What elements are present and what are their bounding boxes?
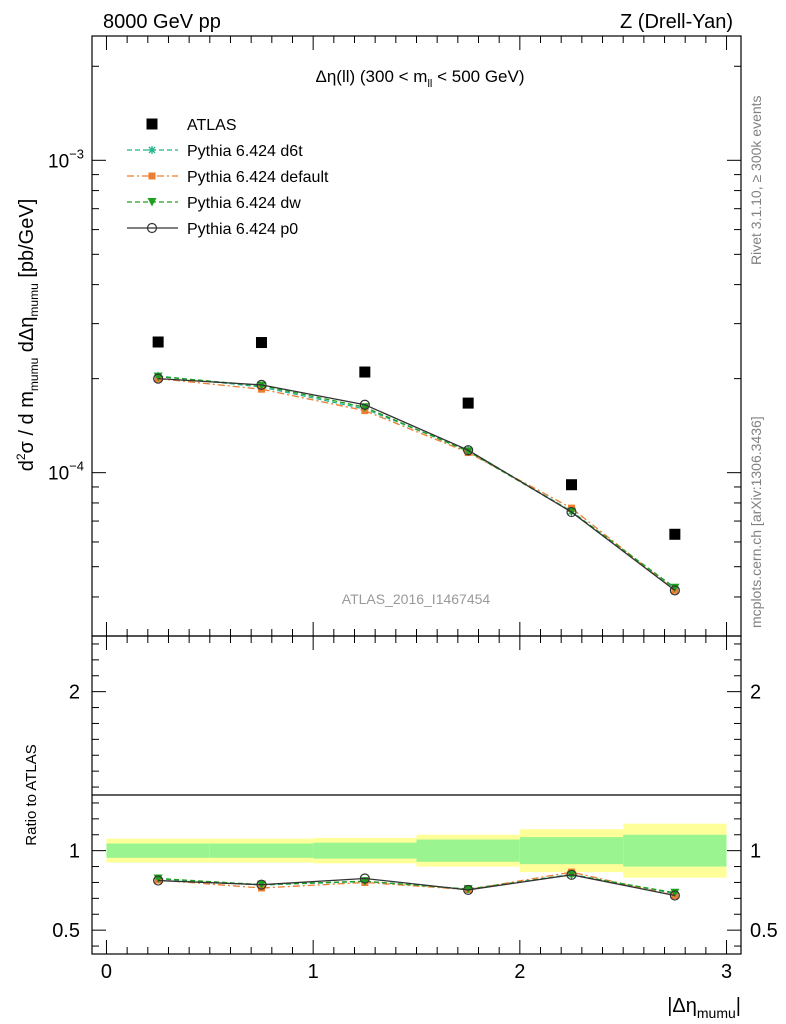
band-stat (416, 839, 520, 862)
main-ylabel: d2σ / d mmumu dΔηmumu [pb/GeV] (14, 199, 41, 472)
data-point (463, 445, 474, 456)
xtick-label: 2 (514, 961, 525, 983)
ratio-bands (106, 823, 727, 878)
series-pythia-6-424-d6t (154, 371, 679, 593)
data-point (256, 379, 267, 390)
ratio-point (670, 888, 680, 898)
legend-marker (146, 118, 158, 130)
ratio-ytick-label: 0.5 (52, 920, 80, 942)
band-stat (623, 834, 727, 867)
main-ylabel-text: d2σ / d mmumu dΔηmumu [pb/GeV] (14, 199, 41, 472)
data-point (153, 373, 164, 384)
chart-title: Δη(ll) (300 < mll < 500 GeV) (315, 67, 524, 90)
mcplots-label: mcplots.cern.ch [arXiv:1306.3436] (748, 416, 764, 628)
ratio-point (359, 873, 370, 884)
legend-label: Pythia 6.424 d6t (187, 143, 303, 160)
ratio-series (153, 868, 680, 901)
ratio-point (463, 884, 474, 896)
ratio-series-pythia-6-424-p0 (153, 869, 680, 901)
rivet-text: Rivet 3.1.10, ≥ 300k events (748, 95, 764, 265)
main-series (152, 336, 681, 596)
ratio-line (158, 871, 676, 897)
ratio-point (566, 869, 577, 880)
ratio-line (158, 874, 675, 897)
data-point (566, 479, 578, 491)
xtick-label: 3 (721, 961, 732, 983)
ratio-panel: 0.5 0.5 1 1 2 2 0 1 2 3 Ratio to ATLAS |Δηmumu| (23, 635, 778, 1021)
header-channel: Z (Drell-Yan) (620, 11, 733, 33)
header-process: 8000 GeV pp (103, 11, 221, 33)
ratio-ytick-label-right: 1 (750, 841, 761, 863)
xtick-label: 1 (308, 961, 319, 983)
ratio-point (256, 879, 267, 890)
ratio-axis-ticks: 0.5 0.5 1 1 2 2 0 1 2 3 (52, 636, 778, 983)
band-stat (519, 837, 624, 865)
band-stat (313, 842, 417, 859)
legend-entry: ATLAS (146, 117, 237, 134)
data-point (359, 366, 371, 378)
analysis-watermark: ATLAS_2016_I1467454 (342, 591, 491, 607)
legend-marker (148, 146, 156, 154)
series-line (158, 377, 676, 591)
legend-entry: Pythia 6.424 p0 (127, 221, 298, 238)
ratio-point (669, 890, 680, 901)
main-ytick-label: 10−4 (48, 459, 84, 485)
band-stat (209, 843, 314, 858)
legend-entry: Pythia 6.424 d6t (127, 143, 303, 160)
ratio-ylabel: Ratio to ATLAS (23, 744, 40, 845)
legend-label: ATLAS (187, 117, 237, 134)
ratio-point (153, 875, 164, 886)
data-point (462, 397, 474, 409)
ratio-ytick-label: 2 (69, 682, 80, 704)
rivet-label: Rivet 3.1.10, ≥ 300k events (748, 95, 764, 265)
legend-entry: Pythia 6.424 dw (127, 195, 301, 212)
series-line (158, 375, 676, 589)
series-line (158, 375, 676, 590)
band-stat (106, 843, 210, 858)
legend-label: Pythia 6.424 p0 (187, 221, 298, 238)
ratio-ytick-label-right: 0.5 (750, 920, 778, 942)
series-atlas (152, 336, 681, 540)
xtick-label: 0 (101, 961, 112, 983)
legend-marker (147, 198, 157, 207)
legend-entry: Pythia 6.424 default (127, 169, 329, 186)
ratio-ytick-label-right: 2 (750, 682, 761, 704)
series-pythia-6-424-dw (153, 372, 680, 593)
series-pythia-6-424-p0 (153, 373, 680, 596)
data-point (256, 381, 266, 391)
legend-marker (146, 222, 158, 234)
legend-label: Pythia 6.424 default (187, 169, 329, 186)
ratio-ylabel-text: Ratio to ATLAS (23, 744, 40, 845)
legend-marker (148, 172, 156, 180)
data-point (152, 336, 164, 348)
main-axis-ticks: 10−3 10−4 (48, 36, 741, 637)
data-point (359, 399, 370, 410)
legend: ATLAS Pythia 6.424 d6t Pythia 6.424 defaul… (127, 117, 329, 238)
data-point (669, 528, 681, 540)
ratio-ytick-label: 1 (69, 841, 80, 863)
data-point (669, 585, 680, 596)
legend-label: Pythia 6.424 dw (187, 195, 301, 212)
mcplots-text: mcplots.cern.ch [arXiv:1306.3436] (748, 416, 764, 628)
series-line (158, 377, 676, 591)
x-axis-label: |Δηmumu| (667, 995, 741, 1021)
series-pythia-6-424-default (154, 375, 679, 594)
data-point (255, 337, 267, 349)
data-point (566, 506, 577, 518)
main-ytick-label: 10−3 (48, 146, 84, 172)
main-panel: 10−3 10−4 Δη(ll) (300 < mll < 500 GeV) AT… (14, 35, 742, 637)
